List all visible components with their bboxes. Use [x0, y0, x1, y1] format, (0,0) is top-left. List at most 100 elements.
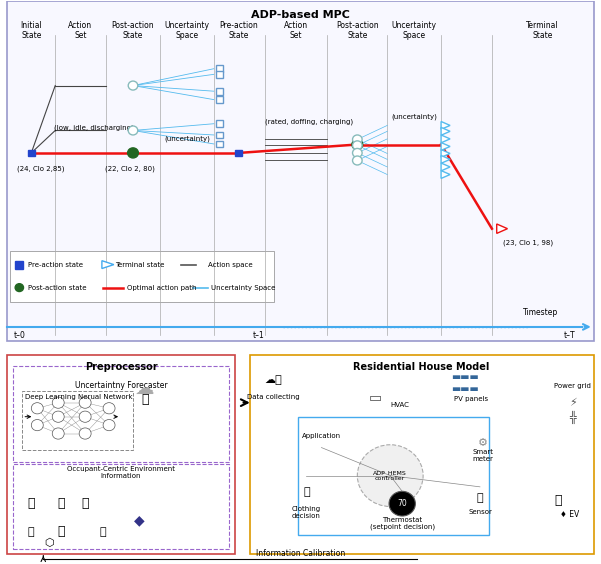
- Circle shape: [52, 428, 64, 439]
- Circle shape: [128, 81, 138, 90]
- Text: Post-action
State: Post-action State: [112, 21, 154, 40]
- Bar: [15, 261, 23, 268]
- Text: Uncertainty
Space: Uncertainty Space: [392, 21, 437, 40]
- Text: (22, Clo 2, 80): (22, Clo 2, 80): [105, 165, 155, 172]
- Text: ⬡: ⬡: [44, 538, 54, 548]
- Bar: [28, 149, 35, 156]
- Text: Application: Application: [302, 433, 341, 439]
- Text: 🚗: 🚗: [554, 495, 561, 508]
- Text: 💻: 💻: [141, 393, 148, 406]
- Bar: [216, 131, 224, 138]
- Text: (uncertainty): (uncertainty): [164, 135, 210, 142]
- Text: ☁: ☁: [135, 379, 154, 398]
- Text: ♦ EV: ♦ EV: [560, 510, 579, 519]
- Circle shape: [103, 403, 115, 414]
- Circle shape: [389, 491, 415, 516]
- Text: 🌡: 🌡: [28, 497, 35, 510]
- Bar: [216, 65, 224, 72]
- Text: Occupant-Centric Environment
Information: Occupant-Centric Environment Information: [67, 466, 175, 479]
- Text: Residential House Model: Residential House Model: [353, 362, 490, 372]
- Text: Power grid: Power grid: [554, 383, 591, 389]
- Text: HVAC: HVAC: [390, 403, 409, 408]
- Text: Data collecting: Data collecting: [247, 394, 300, 400]
- Circle shape: [79, 428, 91, 439]
- Text: Deep Learning Nerual Network: Deep Learning Nerual Network: [25, 394, 133, 400]
- Text: ◆: ◆: [133, 513, 144, 527]
- Text: Pre-action
State: Pre-action State: [219, 21, 258, 40]
- Polygon shape: [441, 156, 450, 164]
- Text: Sensor: Sensor: [468, 509, 492, 515]
- Polygon shape: [496, 224, 507, 233]
- Circle shape: [353, 141, 362, 150]
- Polygon shape: [441, 163, 450, 171]
- Polygon shape: [441, 121, 450, 129]
- Circle shape: [79, 397, 91, 408]
- Bar: [216, 71, 224, 78]
- Polygon shape: [441, 135, 450, 143]
- Bar: [216, 140, 224, 147]
- Circle shape: [353, 148, 362, 157]
- Text: Thermostat
(setpoint decision): Thermostat (setpoint decision): [370, 517, 435, 530]
- Text: 🌡: 🌡: [477, 493, 483, 503]
- Text: Action
Set: Action Set: [284, 21, 308, 40]
- Polygon shape: [441, 143, 450, 151]
- Circle shape: [52, 397, 64, 408]
- Bar: [216, 120, 224, 127]
- Circle shape: [353, 156, 362, 165]
- FancyBboxPatch shape: [249, 355, 594, 554]
- Text: ☁💻: ☁💻: [264, 375, 282, 385]
- Circle shape: [127, 148, 138, 158]
- Text: 👤: 👤: [58, 525, 65, 538]
- FancyBboxPatch shape: [7, 355, 235, 554]
- Text: Clothing
decision: Clothing decision: [292, 505, 321, 519]
- Text: Post-action state: Post-action state: [28, 285, 87, 290]
- Polygon shape: [102, 261, 114, 268]
- Text: t–T: t–T: [564, 331, 576, 340]
- Text: Terminal
State: Terminal State: [526, 21, 559, 40]
- Text: Information Calibration: Information Calibration: [256, 549, 345, 558]
- Polygon shape: [441, 149, 450, 157]
- Text: Action
Set: Action Set: [69, 21, 93, 40]
- Text: (23, Clo 1, 98): (23, Clo 1, 98): [503, 240, 553, 246]
- Text: ADP_HEMS
controller: ADP_HEMS controller: [373, 470, 407, 481]
- Text: (low, idle, discharging): (low, idle, discharging): [54, 125, 134, 131]
- Text: 👗: 👗: [303, 487, 310, 497]
- Circle shape: [352, 139, 363, 149]
- FancyBboxPatch shape: [7, 1, 594, 341]
- Text: t–0: t–0: [13, 331, 25, 340]
- Text: Uncertaintny Forecaster: Uncertaintny Forecaster: [75, 381, 167, 390]
- Polygon shape: [441, 170, 450, 178]
- FancyBboxPatch shape: [10, 251, 273, 302]
- Text: Uncertainty Space: Uncertainty Space: [212, 285, 276, 290]
- Circle shape: [103, 420, 115, 431]
- Text: 📦: 📦: [28, 527, 35, 537]
- Text: Action space: Action space: [208, 262, 253, 267]
- Text: ⚙: ⚙: [478, 438, 488, 448]
- Circle shape: [79, 411, 91, 422]
- Text: ⚡
╬: ⚡ ╬: [569, 398, 576, 424]
- Bar: [216, 88, 224, 95]
- Text: 🚗: 🚗: [81, 497, 89, 510]
- Circle shape: [358, 445, 423, 506]
- Text: Pre-action state: Pre-action state: [28, 262, 83, 267]
- Circle shape: [31, 403, 43, 414]
- Text: (24, Clo 2,85): (24, Clo 2,85): [16, 165, 64, 172]
- Text: Uncertainty
Space: Uncertainty Space: [164, 21, 209, 40]
- Text: Timestep: Timestep: [522, 309, 558, 318]
- Text: 70: 70: [397, 499, 407, 508]
- Bar: [216, 96, 224, 103]
- Text: ▭: ▭: [369, 390, 382, 404]
- Text: Terminal state: Terminal state: [115, 262, 164, 267]
- Text: Initial
State: Initial State: [20, 21, 42, 40]
- Circle shape: [128, 126, 138, 135]
- Text: Optimal action path: Optimal action path: [127, 285, 197, 290]
- Text: Post-action
State: Post-action State: [336, 21, 379, 40]
- Circle shape: [52, 411, 64, 422]
- Text: ADP-based MPC: ADP-based MPC: [251, 10, 350, 20]
- Text: 👤: 👤: [58, 497, 65, 510]
- Text: (rated, doffing, charging): (rated, doffing, charging): [266, 119, 353, 125]
- Text: Preprocessor: Preprocessor: [85, 362, 157, 372]
- Text: Smart
meter: Smart meter: [472, 450, 493, 462]
- Circle shape: [15, 284, 23, 292]
- Bar: [236, 149, 242, 156]
